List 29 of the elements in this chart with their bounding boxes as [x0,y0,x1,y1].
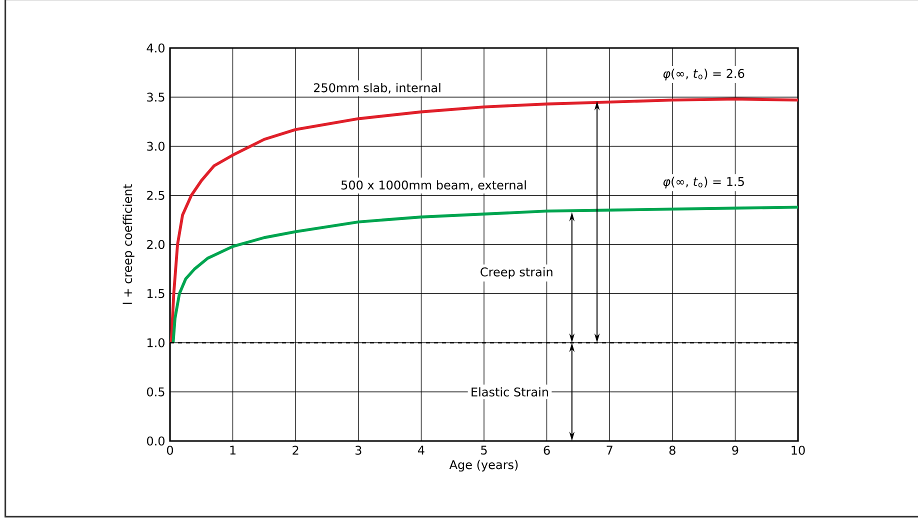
y-axis-title: l + creep coefficient [122,184,134,304]
y-tick-label: 1.0 [148,338,164,348]
y-tick-label: 1.5 [148,289,164,298]
annotation: φ(∞, t$_{o}$) = 1.5 [663,176,744,188]
x-axis-title: Age (years) [449,460,518,472]
annotation: φ(∞, t$_{o}$) = 2.6 [663,68,744,80]
y-tick-label: 0.0 [147,436,164,446]
x-tick-label: 6 [544,446,550,455]
x-tick-label: 3 [356,446,362,455]
y-tick-label: 3.5 [147,92,164,102]
series-label: 500 x 1000mm beam, external [341,180,526,191]
x-tick-label: 7 [606,446,612,454]
x-tick-label: 10 [792,446,805,455]
y-tick-label: 0.5 [147,387,164,396]
x-tick-label: 2 [292,446,298,455]
annotation: Elastic Strain [472,387,548,397]
y-tick-label: 2.0 [147,240,164,250]
x-tick-label: 9 [732,446,738,455]
y-tick-label: 2.5 [147,190,164,200]
x-tick-label: 1 [230,446,236,454]
y-tick-label: 3.0 [147,142,164,151]
line-series [170,98,800,344]
series-label: 250mm slab, internal [314,83,440,94]
y-tick-label: 4.0 [146,43,164,53]
annotation: Creep strain [480,267,552,279]
x-tick-label: 0 [166,446,174,455]
x-tick-label: 8 [669,446,676,455]
x-tick-label: 4 [418,446,424,454]
x-tick-label: 5 [481,446,487,455]
